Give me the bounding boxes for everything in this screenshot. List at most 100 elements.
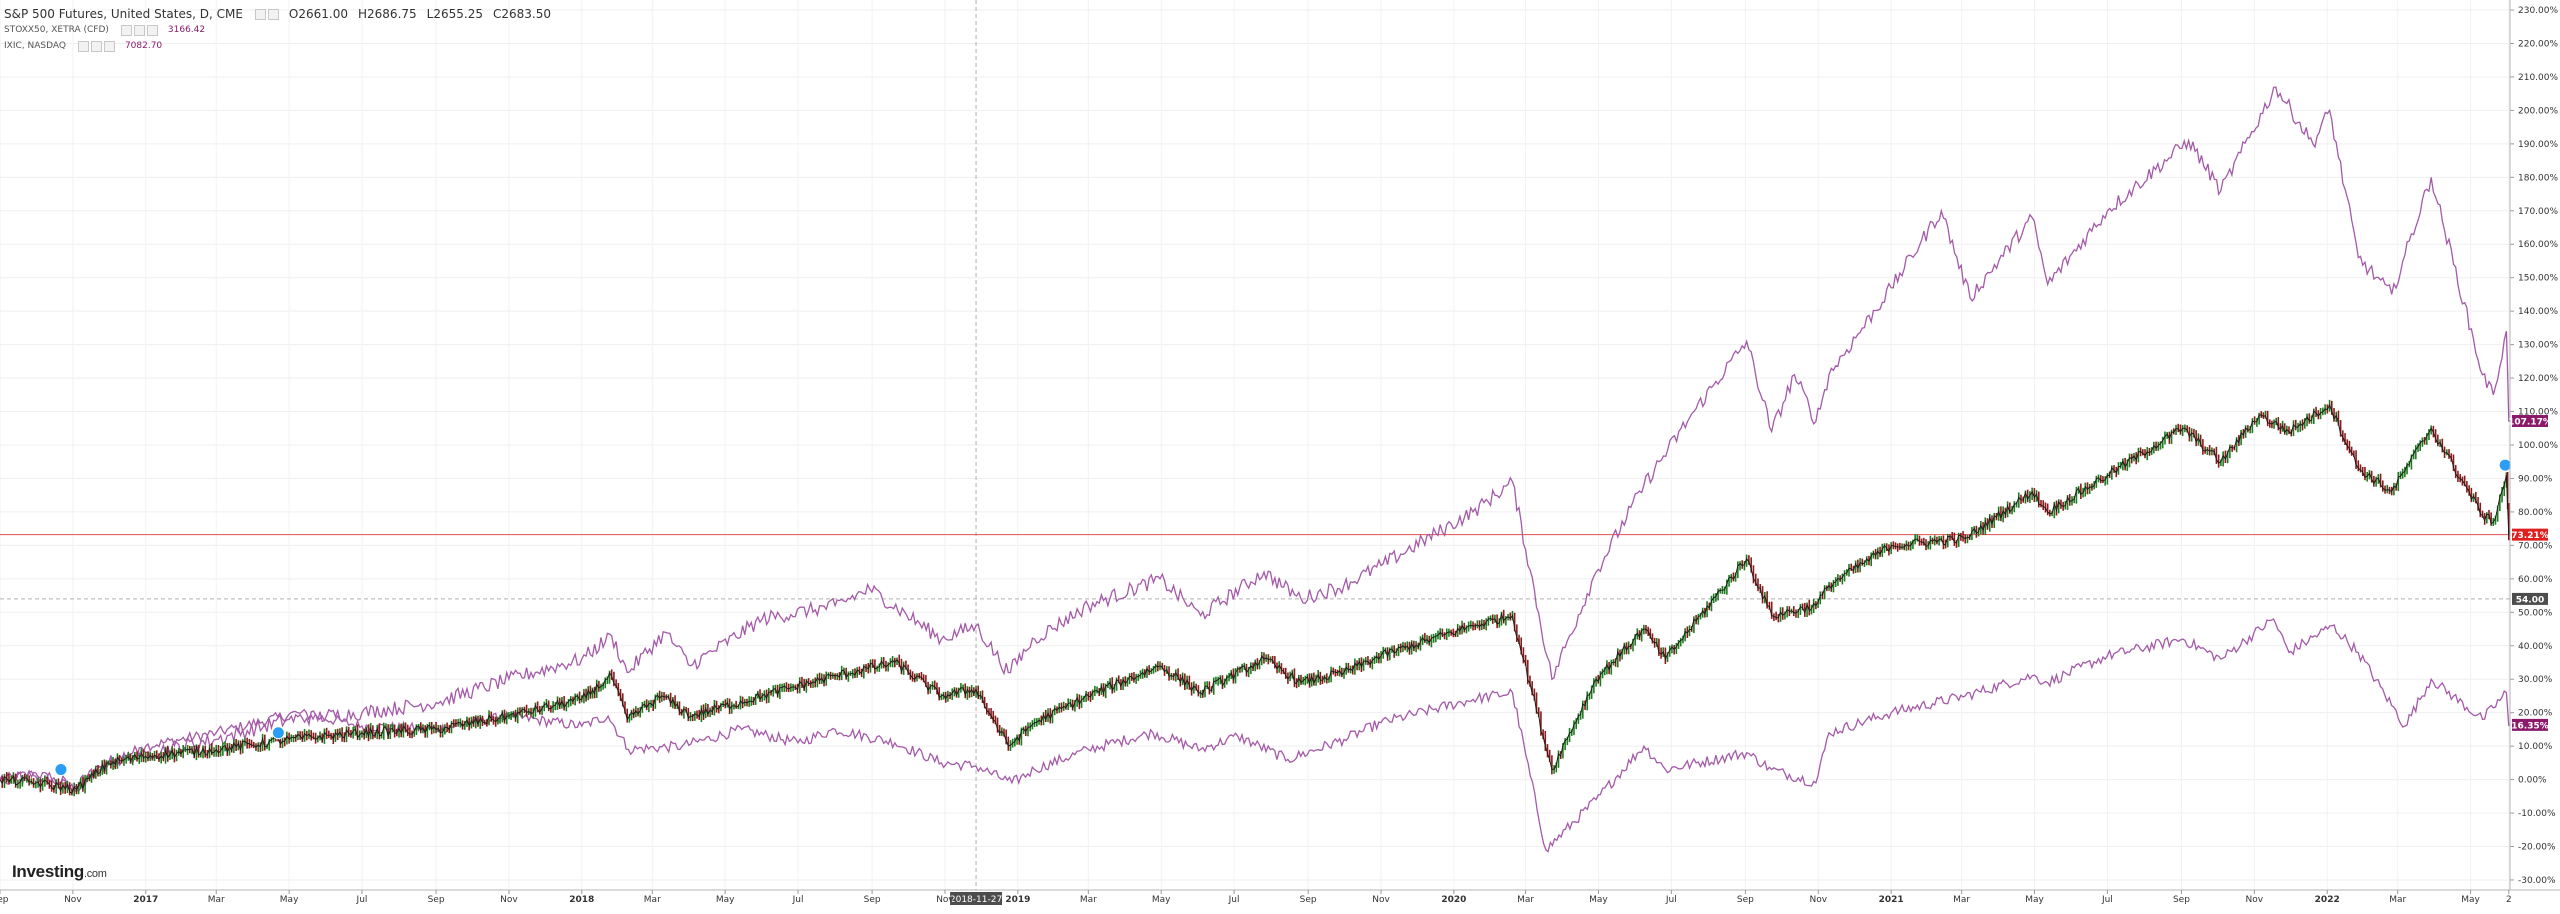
y-tick-label: -30.00% (2518, 876, 2556, 886)
stoxx-line (0, 618, 2510, 853)
x-tick-label: Nov (1809, 895, 1827, 905)
legend-main-row[interactable]: S&P 500 Futures, United States, D, CME O… (4, 6, 561, 22)
value-badge-label: 54.00 (2516, 595, 2544, 605)
x-tick-label: 2019 (1005, 895, 1030, 905)
toggle-visibility-icon[interactable] (77, 40, 89, 52)
y-tick-label: 130.00% (2518, 341, 2558, 351)
x-tick-label: 2022 (2315, 895, 2340, 905)
x-tick-label: Mar (2389, 895, 2406, 905)
settings-icon[interactable] (90, 40, 102, 52)
y-tick-label: 70.00% (2518, 541, 2553, 551)
settings-icon[interactable] (267, 8, 279, 20)
x-tick-label: 2018 (569, 895, 594, 905)
legend-compare-controls[interactable] (120, 24, 160, 36)
y-axis: -30.00% -20.00% -10.00% 0.00% 10.00% 20.00% 30… (2509, 0, 2558, 890)
x-tick-label: Nov (64, 895, 82, 905)
crosshair-date-label: 2018-11-27 (950, 895, 1002, 905)
y-tick-label: -20.00% (2518, 843, 2556, 853)
x-tick-label: Sep (1300, 895, 1317, 905)
y-tick-label: 90.00% (2518, 474, 2553, 484)
main-series (0, 399, 2510, 797)
x-tick-label: May (2025, 895, 2044, 905)
remove-icon[interactable] (146, 24, 158, 36)
y-tick-label: 0.00% (2518, 776, 2547, 786)
x-tick-label: Jul (2101, 895, 2113, 905)
x-tick-label: May (716, 895, 735, 905)
value-badge-bg (2512, 528, 2548, 541)
logo-text: Investing (12, 862, 84, 881)
legend-low: L2655.25 (426, 7, 483, 21)
y-tick-label: 20.00% (2518, 709, 2553, 719)
x-tick-label: Sep (428, 895, 445, 905)
x-tick-label: Jul (356, 895, 368, 905)
legend-compare-symbol[interactable]: IXIC, NASDAQ (4, 41, 66, 51)
value-badge-label: 107.17% (2508, 418, 2552, 428)
y-tick-label: -10.00% (2518, 809, 2556, 819)
investing-logo: Investing.com (12, 862, 107, 882)
x-tick-label: Jul (792, 895, 804, 905)
legend-open: O2661.00 (288, 7, 348, 21)
x-tick-label: Mar (1953, 895, 1970, 905)
legend-compare-row-ixic[interactable]: IXIC, NASDAQ 7082.70 (4, 38, 561, 54)
y-tick-label: 140.00% (2518, 307, 2558, 317)
value-badge-bg (2512, 718, 2548, 731)
toggle-visibility-icon[interactable] (120, 24, 132, 36)
legend-compare-value: 7082.70 (124, 41, 163, 51)
legend-compare-controls[interactable] (77, 40, 117, 52)
x-tick-label: Jul (1665, 895, 1677, 905)
toggle-visibility-icon[interactable] (254, 8, 266, 20)
legend-main-symbol[interactable]: S&P 500 Futures, United States, D, CME (4, 7, 243, 21)
y-tick-label: 60.00% (2518, 575, 2553, 585)
x-tick-label: Sep (1737, 895, 1754, 905)
value-badge-bg (2512, 415, 2548, 428)
x-tick-label: Nov (1372, 895, 1390, 905)
legend-compare-value: 3166.42 (167, 25, 206, 35)
y-tick-label: 170.00% (2518, 207, 2558, 217)
legend-close: C2683.50 (492, 7, 551, 21)
y-tick-label: 150.00% (2518, 274, 2558, 284)
logo-suffix: .com (83, 868, 107, 880)
y-tick-label: 220.00% (2518, 39, 2558, 49)
settings-icon[interactable] (133, 24, 145, 36)
y-tick-label: 10.00% (2518, 742, 2553, 752)
remove-icon[interactable] (103, 40, 115, 52)
y-tick-label: 80.00% (2518, 508, 2553, 518)
event-marker-icon (2498, 458, 2512, 472)
x-tick-label: 2021 (1879, 895, 1904, 905)
y-tick-label: 30.00% (2518, 675, 2553, 685)
chart-legend: S&P 500 Futures, United States, D, CME O… (4, 6, 561, 54)
x-tick-label: Jul (1228, 895, 1240, 905)
y-tick-label: 200.00% (2518, 106, 2558, 116)
y-tick-label: 50.00% (2518, 608, 2553, 618)
x-tick-label: 2017 (133, 895, 158, 905)
x-tick-label: Mar (1517, 895, 1534, 905)
x-tick-label: Nov (936, 895, 954, 905)
stoxx-series (0, 618, 2510, 853)
x-tick-label: May (2461, 895, 2480, 905)
value-badge-bg (2512, 592, 2548, 605)
main-line (0, 403, 2510, 795)
legend-main-controls[interactable] (254, 8, 281, 20)
x-tick-label: May (280, 895, 299, 905)
x-tick-label: Mar (1080, 895, 1097, 905)
x-tick-label: Sep (2173, 895, 2190, 905)
x-tick-label: 2 (2506, 895, 2512, 905)
value-badge-label: 16.35% (2511, 721, 2549, 731)
y-tick-label: 180.00% (2518, 173, 2558, 183)
x-tick-label: Sep (864, 895, 881, 905)
value-badges: 107.17% 73.21% 54.00 16.35% (2508, 415, 2552, 731)
y-tick-label: 100.00% (2518, 441, 2558, 451)
value-badge-label: 73.21% (2511, 531, 2549, 541)
x-tick-label: Mar (208, 895, 225, 905)
legend-high: H2686.75 (358, 7, 417, 21)
crosshair: 2018-11-27 (0, 0, 2510, 905)
ixic-line (0, 86, 2510, 792)
y-tick-label: 230.00% (2518, 6, 2558, 16)
event-markers (54, 458, 2512, 777)
legend-compare-row-stoxx[interactable]: STOXX50, XETRA (CFD) 3166.42 (4, 22, 561, 38)
x-tick-label: 2020 (1441, 895, 1466, 905)
legend-compare-symbol[interactable]: STOXX50, XETRA (CFD) (4, 25, 109, 35)
y-tick-label: 120.00% (2518, 374, 2558, 384)
